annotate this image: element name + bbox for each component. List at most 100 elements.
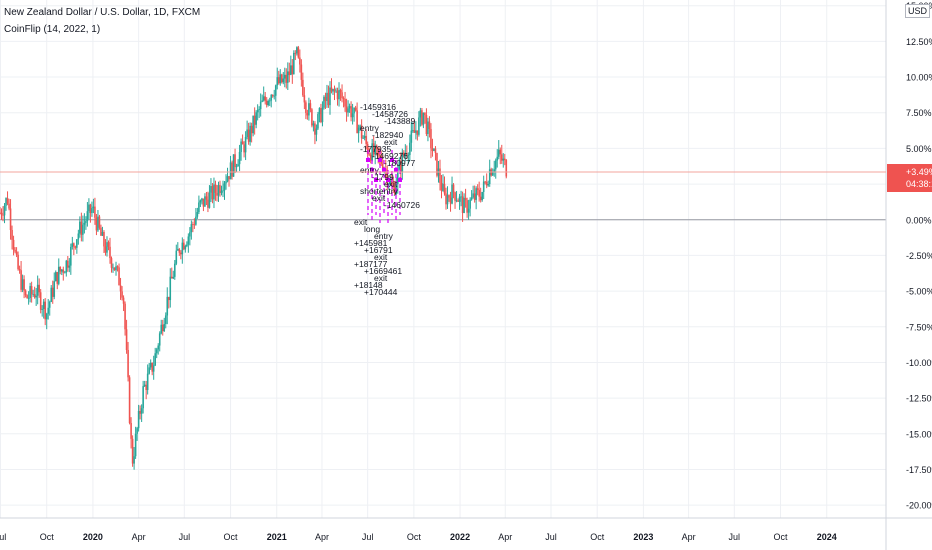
candle-body xyxy=(482,181,485,192)
candle-body xyxy=(223,183,226,191)
candle-body xyxy=(416,130,419,135)
candle-body xyxy=(259,101,262,110)
candle-body xyxy=(35,295,37,298)
signal-label: exit xyxy=(384,179,398,189)
y-tick-label: 7.50% xyxy=(906,108,932,118)
candle-body xyxy=(273,95,276,97)
price-badge-countdown: 04:38:13 xyxy=(906,179,932,189)
candle-body xyxy=(98,216,101,228)
candle-body xyxy=(484,181,486,183)
candle-body xyxy=(59,266,62,272)
candle-body xyxy=(246,129,248,138)
candle-body xyxy=(166,296,169,316)
candle-body xyxy=(378,154,381,156)
candle-body xyxy=(469,199,471,209)
candle-body xyxy=(20,270,22,290)
candle-body xyxy=(454,192,456,201)
candle-body xyxy=(265,100,268,106)
candle-body xyxy=(234,154,236,167)
candle-body xyxy=(309,103,312,110)
candle-body xyxy=(478,189,480,197)
y-tick-label: -7.50% xyxy=(906,322,932,332)
candle-body xyxy=(387,184,390,186)
candle-body xyxy=(390,180,393,186)
candle-body xyxy=(425,114,428,135)
candle-body xyxy=(320,108,322,123)
candle-body xyxy=(56,272,59,284)
signal-label: -1460726 xyxy=(384,200,420,210)
candle-body xyxy=(321,107,324,123)
candle-body xyxy=(252,115,254,134)
candle-body xyxy=(220,190,223,193)
candle-body xyxy=(314,123,316,135)
candle-body xyxy=(407,154,410,156)
candle-body xyxy=(225,181,227,184)
candle-body xyxy=(464,197,467,201)
candle-body xyxy=(353,107,355,114)
candle-body xyxy=(372,143,375,155)
candle-body xyxy=(428,121,431,130)
candle-body xyxy=(173,263,176,277)
candle-body xyxy=(500,154,503,161)
candle-body xyxy=(296,47,298,54)
candle-body xyxy=(229,162,232,180)
candle-body xyxy=(195,216,197,225)
candle-body xyxy=(12,239,15,250)
currency-label[interactable]: USD xyxy=(904,4,930,18)
candle-body xyxy=(238,151,241,165)
candle-body xyxy=(164,315,167,325)
candle-body xyxy=(5,198,7,206)
candle-body xyxy=(347,108,349,113)
candle-body xyxy=(393,186,396,194)
candle-body xyxy=(481,191,483,201)
candle-body xyxy=(360,125,363,139)
signal-label: entry xyxy=(374,231,394,241)
candle-body xyxy=(235,166,238,168)
candle-body xyxy=(38,284,40,293)
candle-body xyxy=(190,224,193,233)
candle-body xyxy=(3,205,6,216)
candle-body xyxy=(431,148,434,151)
candle-body xyxy=(323,96,325,108)
candle-body xyxy=(315,128,318,135)
candle-body xyxy=(338,89,340,100)
candle-body xyxy=(268,100,271,102)
candle-body xyxy=(433,148,435,151)
candle-body xyxy=(217,185,220,196)
candle-body xyxy=(288,71,291,76)
candle-body xyxy=(57,266,60,284)
candle-body xyxy=(39,292,42,310)
candle-body xyxy=(354,107,357,111)
candle-body xyxy=(255,112,257,125)
signal-label: exit xyxy=(354,217,368,227)
candle-body xyxy=(143,384,146,387)
candle-body xyxy=(18,269,21,271)
candle-body xyxy=(318,108,321,115)
indicator-title: CoinFlip (14, 2022, 1) xyxy=(4,24,101,35)
candle-body xyxy=(419,110,422,118)
candle-body xyxy=(270,94,273,101)
candle-body xyxy=(475,188,477,200)
candle-body xyxy=(401,152,404,172)
candle-body xyxy=(157,345,160,350)
candle-body xyxy=(94,206,96,218)
y-tick-label: -5.00% xyxy=(906,287,932,297)
candle-body xyxy=(418,117,420,135)
candle-body xyxy=(413,130,416,133)
candle-body xyxy=(76,239,78,248)
candle-body xyxy=(45,313,48,320)
candle-body xyxy=(183,242,185,250)
candle-body xyxy=(67,260,69,268)
signal-dot xyxy=(390,158,394,162)
signal-label: -1459316 xyxy=(360,102,396,112)
candle-body xyxy=(128,377,131,424)
candle-body xyxy=(44,301,47,320)
signal-dot xyxy=(394,168,398,172)
candle-body xyxy=(487,183,490,186)
candle-body xyxy=(443,183,446,194)
candle-body xyxy=(264,96,266,101)
candle-body xyxy=(41,309,43,310)
